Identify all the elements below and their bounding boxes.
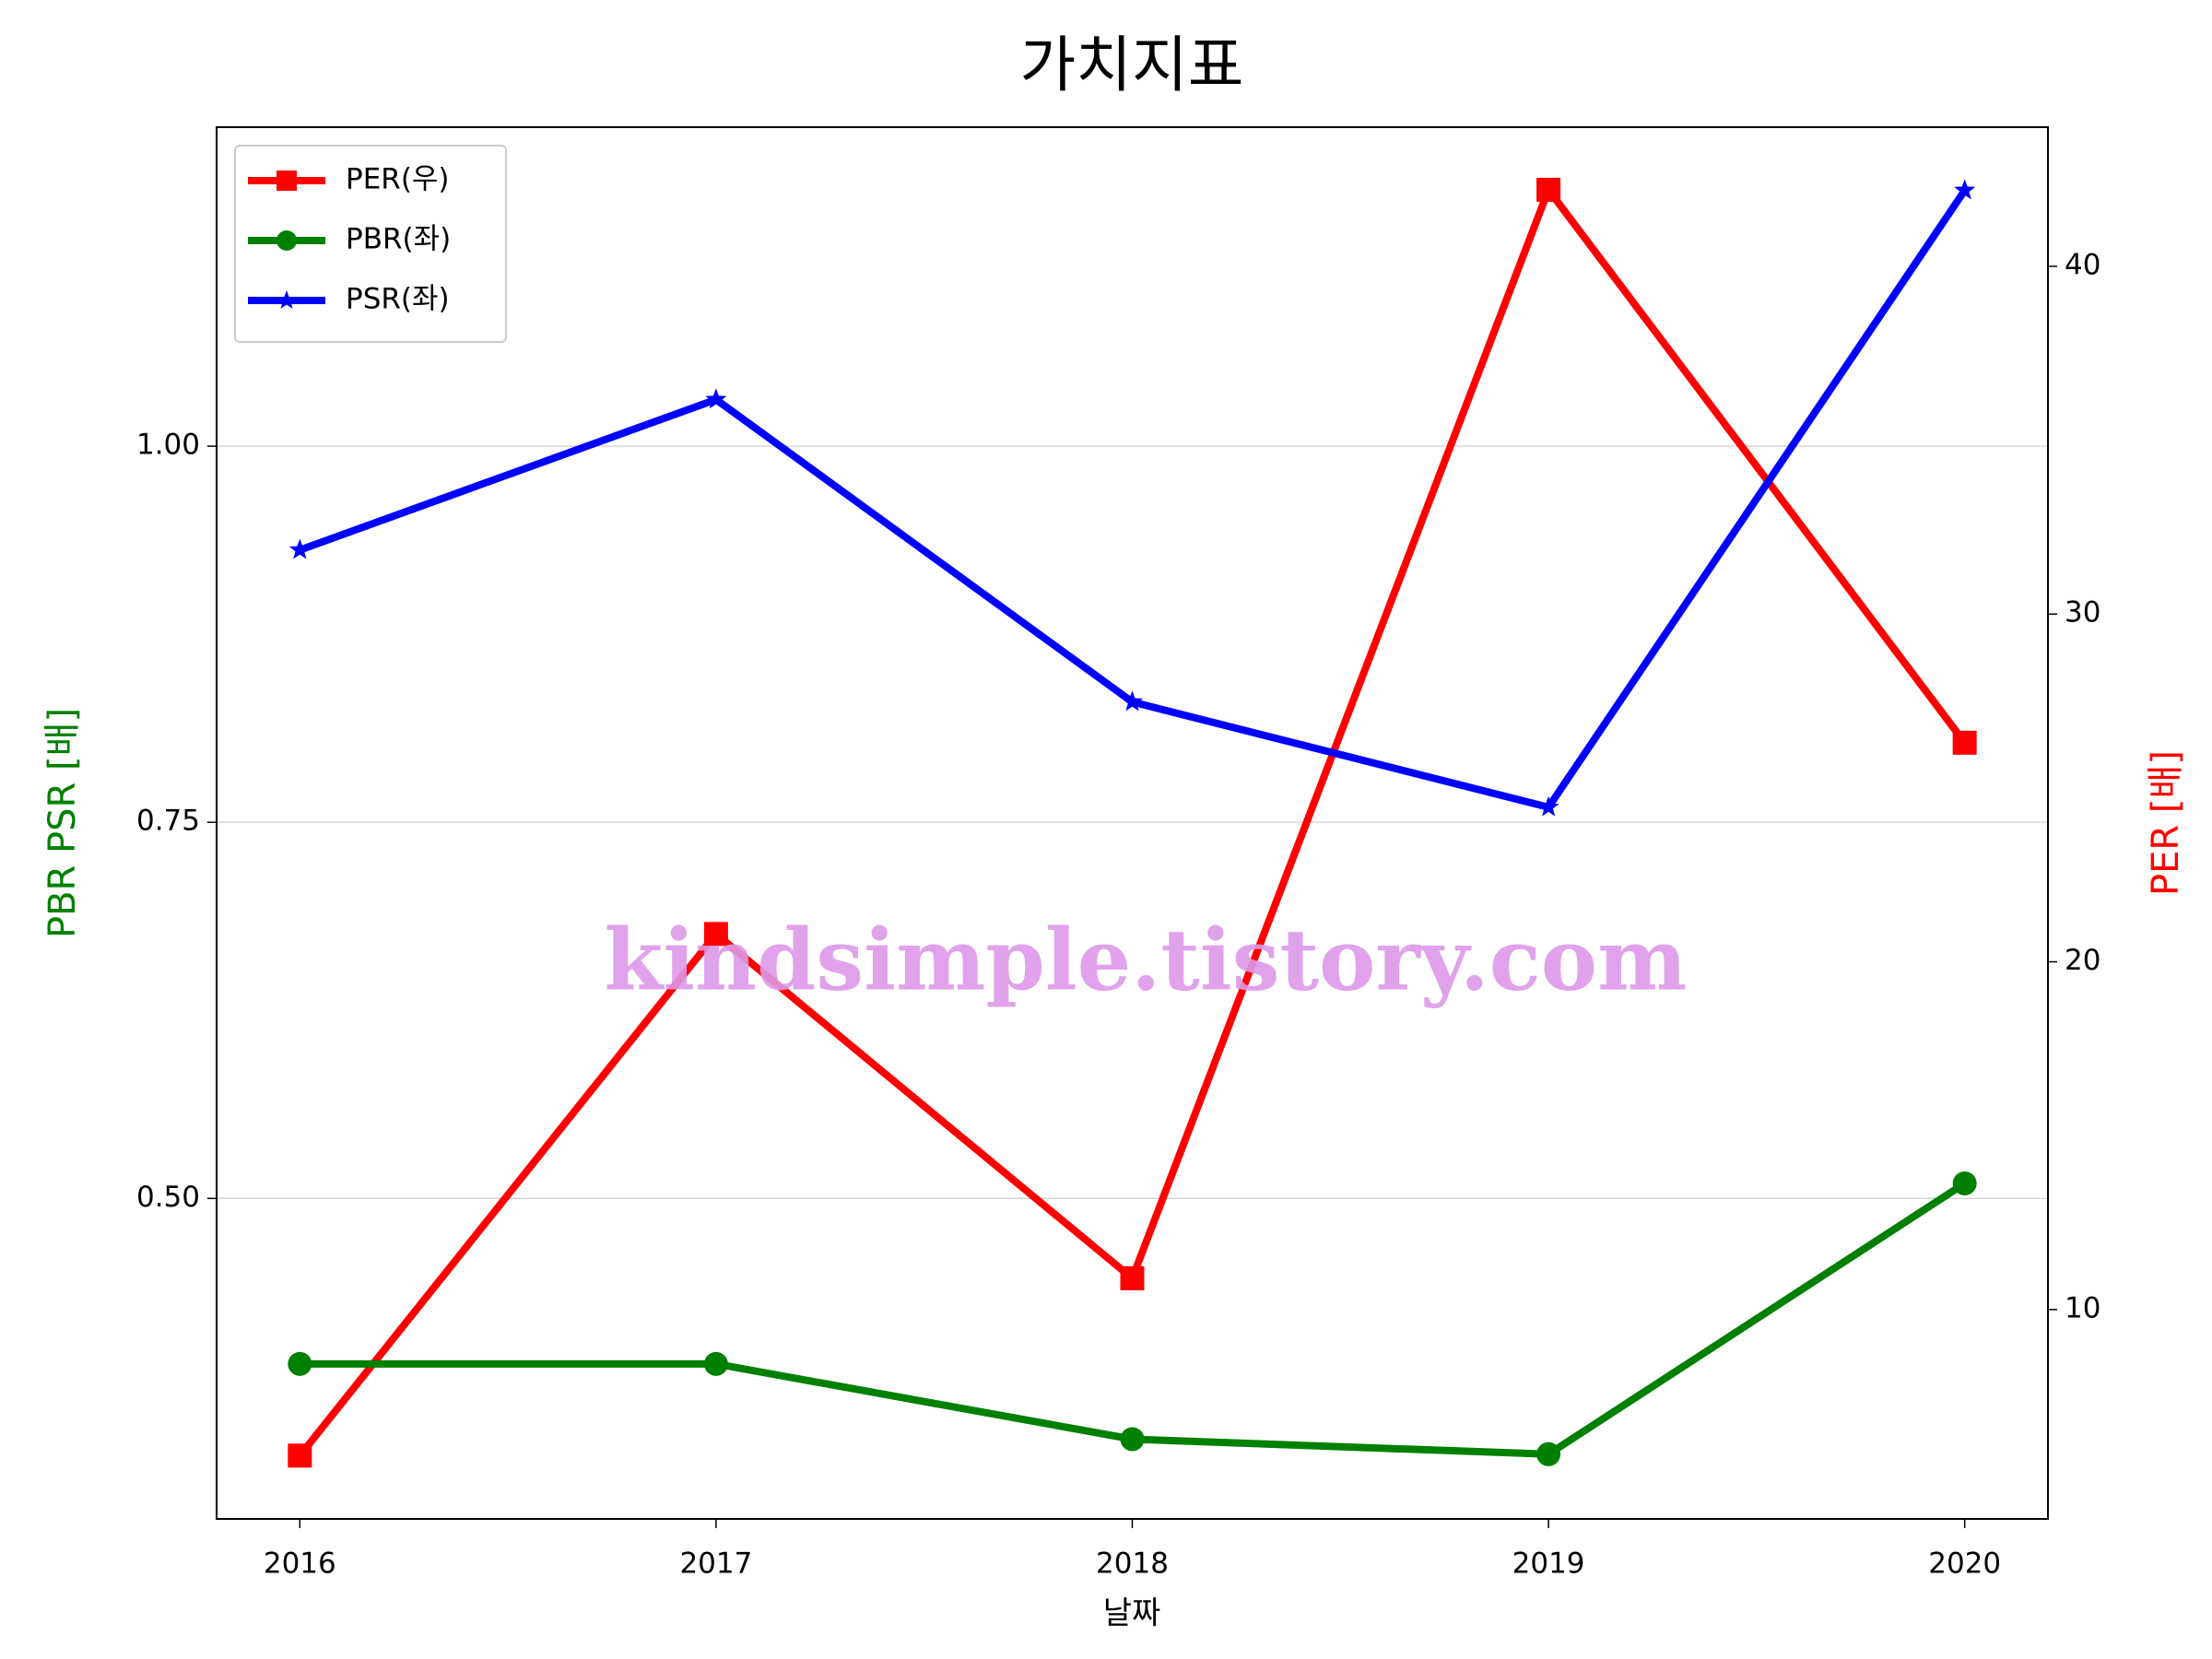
marker bbox=[288, 538, 311, 559]
legend-label: PSR(좌) bbox=[346, 283, 450, 316]
marker bbox=[288, 1351, 312, 1376]
watermark: kindsimple.tistory.com bbox=[604, 911, 1687, 1010]
marker bbox=[1120, 1265, 1145, 1290]
y2-axis-label: PER [배] bbox=[2145, 750, 2187, 896]
y-tick-label: 1.00 bbox=[136, 429, 200, 462]
legend-label: PER(우) bbox=[346, 163, 450, 196]
marker bbox=[1537, 795, 1559, 817]
x-tick-label: 2019 bbox=[1512, 1547, 1585, 1581]
marker bbox=[705, 388, 727, 409]
legend-label: PBR(좌) bbox=[346, 223, 451, 256]
legend-marker bbox=[276, 171, 297, 191]
legend: PER(우) PBR(좌) PSR(좌) bbox=[234, 145, 507, 343]
x-tick-label: 2018 bbox=[1096, 1547, 1169, 1581]
y-tick-label: 0.50 bbox=[136, 1181, 200, 1214]
y2-tick-label: 20 bbox=[2065, 944, 2100, 977]
x-tick-label: 2020 bbox=[1928, 1547, 2001, 1581]
x-axis-label: 날짜 bbox=[1103, 1595, 1161, 1632]
y2-tick-label: 10 bbox=[2065, 1291, 2100, 1324]
x-tick-label: 2017 bbox=[679, 1547, 752, 1581]
marker bbox=[703, 922, 728, 947]
y2-tick-label: 30 bbox=[2065, 596, 2100, 629]
marker bbox=[703, 1351, 728, 1376]
marker bbox=[1120, 1427, 1145, 1452]
y-axis-label: PBR PSR [배] bbox=[41, 708, 84, 938]
marker bbox=[1952, 730, 1977, 755]
legend-marker bbox=[276, 290, 297, 309]
marker bbox=[1536, 1441, 1561, 1466]
marker bbox=[1122, 690, 1143, 712]
y-tick-label: 0.75 bbox=[136, 805, 200, 838]
legend-marker bbox=[276, 230, 297, 251]
marker bbox=[1536, 177, 1561, 202]
chart-title: 가치지표 bbox=[1020, 29, 1244, 100]
plot-frame bbox=[216, 126, 2049, 1520]
marker bbox=[288, 1443, 312, 1468]
y2-tick-label: 40 bbox=[2065, 248, 2100, 281]
marker bbox=[1952, 1171, 1977, 1195]
marker bbox=[1954, 179, 1976, 200]
x-tick-label: 2016 bbox=[264, 1547, 336, 1581]
legend-box bbox=[234, 145, 507, 343]
